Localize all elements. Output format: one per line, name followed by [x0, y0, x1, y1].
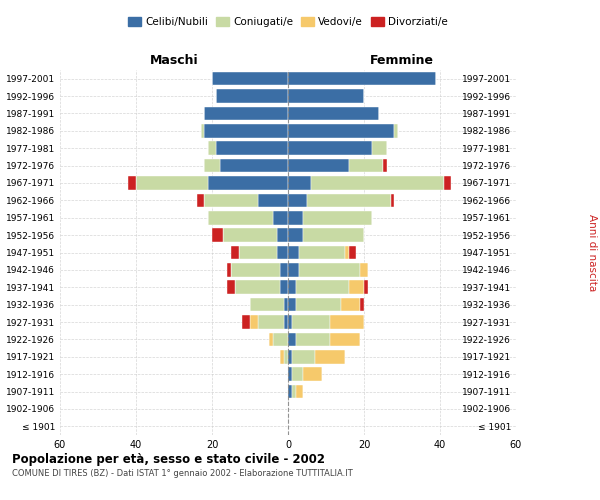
Bar	[292, 385, 296, 398]
Bar	[288, 211, 303, 224]
Bar	[136, 176, 208, 190]
Bar	[349, 159, 383, 172]
Bar	[288, 385, 292, 398]
Bar	[299, 246, 345, 260]
Bar	[288, 246, 299, 260]
Bar	[364, 280, 368, 294]
Bar	[231, 263, 280, 276]
Bar	[349, 246, 356, 260]
Legend: Celibi/Nubili, Coniugati/e, Vedovi/e, Divorziati/e: Celibi/Nubili, Coniugati/e, Vedovi/e, Di…	[124, 12, 452, 32]
Bar	[303, 211, 371, 224]
Bar	[250, 298, 284, 312]
Bar	[205, 159, 220, 172]
Bar	[330, 315, 364, 329]
Bar	[345, 246, 349, 260]
Bar	[288, 90, 364, 103]
Bar	[292, 350, 314, 364]
Bar	[212, 228, 223, 242]
Bar	[273, 211, 288, 224]
Bar	[288, 280, 296, 294]
Bar	[227, 263, 231, 276]
Bar	[296, 298, 341, 312]
Bar	[292, 368, 303, 381]
Bar	[341, 298, 360, 312]
Bar	[227, 280, 235, 294]
Text: Popolazione per età, sesso e stato civile - 2002: Popolazione per età, sesso e stato civil…	[12, 452, 325, 466]
Bar	[205, 194, 257, 207]
Bar	[280, 350, 284, 364]
Bar	[391, 194, 394, 207]
Bar	[299, 263, 360, 276]
Bar	[277, 246, 288, 260]
Bar	[330, 332, 360, 346]
Bar	[288, 315, 292, 329]
Bar	[216, 90, 288, 103]
Bar	[208, 142, 216, 155]
Bar	[284, 350, 288, 364]
Bar	[288, 263, 299, 276]
Bar	[273, 332, 288, 346]
Bar	[208, 211, 273, 224]
Bar	[239, 246, 277, 260]
Bar	[288, 72, 436, 86]
Bar	[371, 142, 387, 155]
Bar	[280, 280, 288, 294]
Bar	[360, 298, 364, 312]
Bar	[197, 194, 205, 207]
Bar	[349, 280, 364, 294]
Bar	[280, 263, 288, 276]
Bar	[288, 176, 311, 190]
Bar	[200, 124, 205, 138]
Bar	[288, 368, 292, 381]
Bar	[296, 280, 349, 294]
Bar	[360, 263, 368, 276]
Bar	[288, 106, 379, 120]
Bar	[212, 72, 288, 86]
Bar	[288, 332, 296, 346]
Bar	[394, 124, 398, 138]
Bar	[284, 315, 288, 329]
Text: Anni di nascita: Anni di nascita	[587, 214, 597, 291]
Bar	[292, 315, 330, 329]
Text: Femmine: Femmine	[370, 54, 434, 66]
Bar	[444, 176, 451, 190]
Bar	[257, 194, 288, 207]
Bar	[288, 194, 307, 207]
Bar	[288, 142, 371, 155]
Bar	[257, 315, 284, 329]
Bar	[208, 176, 288, 190]
Bar	[288, 124, 394, 138]
Bar	[220, 159, 288, 172]
Bar	[288, 298, 296, 312]
Bar	[303, 228, 364, 242]
Bar	[223, 228, 277, 242]
Bar	[288, 228, 303, 242]
Bar	[307, 194, 391, 207]
Bar	[296, 385, 303, 398]
Bar	[235, 280, 280, 294]
Bar	[311, 176, 444, 190]
Bar	[277, 228, 288, 242]
Bar	[205, 106, 288, 120]
Bar	[383, 159, 387, 172]
Bar	[288, 159, 349, 172]
Bar	[216, 142, 288, 155]
Bar	[250, 315, 257, 329]
Bar	[314, 350, 345, 364]
Bar	[288, 350, 292, 364]
Bar	[296, 332, 330, 346]
Bar	[284, 298, 288, 312]
Bar	[269, 332, 273, 346]
Bar	[303, 368, 322, 381]
Bar	[205, 124, 288, 138]
Bar	[231, 246, 239, 260]
Bar	[242, 315, 250, 329]
Text: COMUNE DI TIRES (BZ) - Dati ISTAT 1° gennaio 2002 - Elaborazione TUTTITALIA.IT: COMUNE DI TIRES (BZ) - Dati ISTAT 1° gen…	[12, 469, 353, 478]
Bar	[128, 176, 136, 190]
Text: Maschi: Maschi	[149, 54, 199, 66]
